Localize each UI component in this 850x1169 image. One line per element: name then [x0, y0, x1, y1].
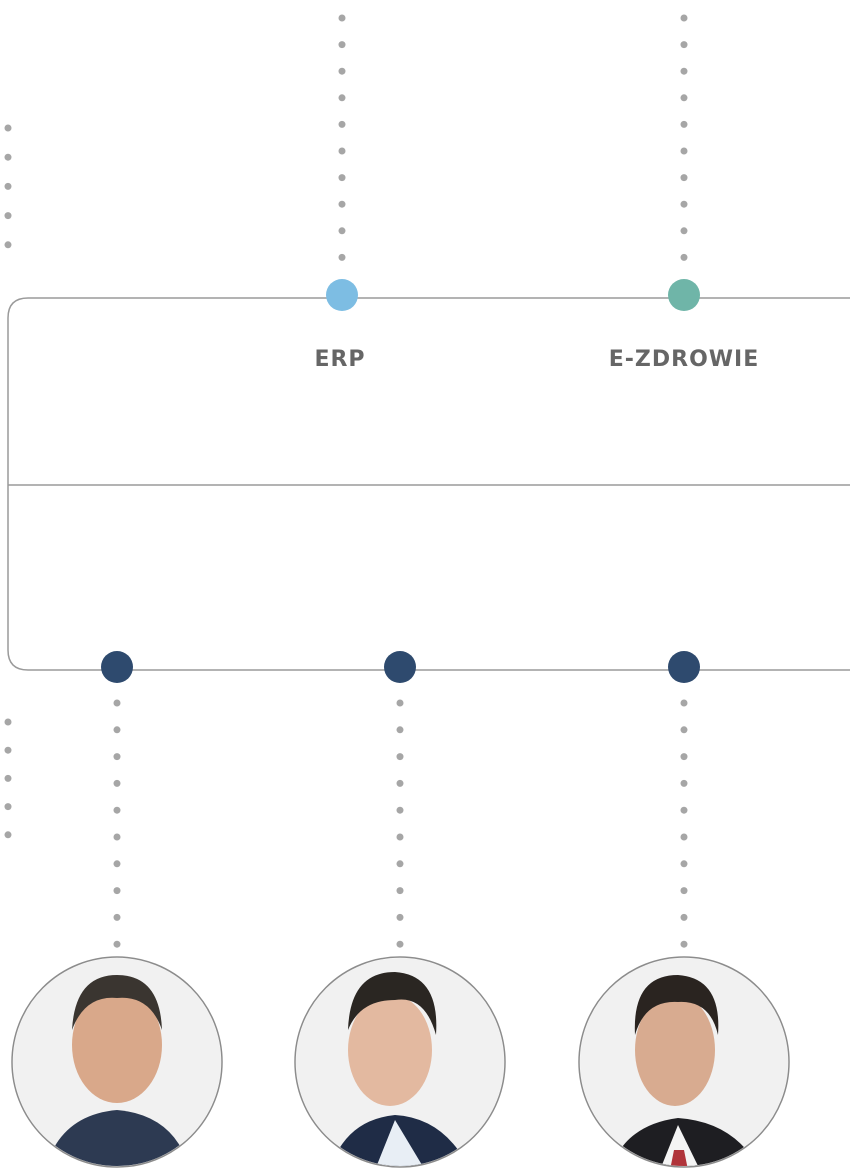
dot: [114, 941, 121, 948]
avatar: [293, 955, 508, 1169]
person-node: [101, 651, 133, 683]
dot: [681, 726, 688, 733]
node-label: E-ZDROWIE: [609, 347, 760, 372]
dot: [339, 148, 346, 155]
dot: [339, 94, 346, 101]
dot: [5, 154, 12, 161]
page: {"nodes": [{"label": "ERP"}, {"label": "…: [0, 0, 850, 1169]
dotted-lines: [5, 15, 688, 948]
dot: [339, 68, 346, 75]
diagram: ERP E-ZDROWIE: [0, 0, 850, 1169]
dot: [5, 831, 12, 838]
person-node: [384, 651, 416, 683]
dot: [681, 753, 688, 760]
dot: [397, 753, 404, 760]
dot: [114, 726, 121, 733]
dot: [681, 860, 688, 867]
dot: [681, 121, 688, 128]
dot: [339, 41, 346, 48]
dot: [5, 719, 12, 726]
dot: [397, 807, 404, 814]
dot: [681, 780, 688, 787]
dot: [339, 15, 346, 22]
dot: [114, 914, 121, 921]
dot: [114, 887, 121, 894]
dot: [681, 941, 688, 948]
dot: [339, 174, 346, 181]
dot: [5, 241, 12, 248]
dot: [681, 834, 688, 841]
dot: [397, 914, 404, 921]
dot: [397, 780, 404, 787]
dot: [397, 834, 404, 841]
dot: [681, 254, 688, 261]
dot: [681, 227, 688, 234]
dot: [5, 803, 12, 810]
dot: [114, 700, 121, 707]
dot: [339, 121, 346, 128]
dot: [5, 775, 12, 782]
node-erp: [326, 279, 358, 311]
dot: [114, 834, 121, 841]
avatar: [10, 955, 225, 1169]
dot: [681, 41, 688, 48]
dot: [114, 860, 121, 867]
person-node: [668, 651, 700, 683]
dot: [339, 227, 346, 234]
node-label: ERP: [314, 347, 365, 372]
dot: [5, 183, 12, 190]
dot: [5, 212, 12, 219]
avatar: [577, 955, 792, 1169]
dot: [681, 914, 688, 921]
dot: [397, 887, 404, 894]
dot: [681, 174, 688, 181]
dot: [114, 753, 121, 760]
dot: [397, 860, 404, 867]
node-e-zdrowie: [668, 279, 700, 311]
dot: [339, 254, 346, 261]
dot: [681, 94, 688, 101]
dot: [114, 780, 121, 787]
dot: [681, 887, 688, 894]
dot: [114, 807, 121, 814]
dot: [681, 700, 688, 707]
dot: [681, 15, 688, 22]
dot: [397, 700, 404, 707]
dot: [339, 201, 346, 208]
dot: [681, 201, 688, 208]
dot: [681, 807, 688, 814]
dot: [397, 941, 404, 948]
dot: [5, 747, 12, 754]
dot: [681, 148, 688, 155]
dot: [681, 68, 688, 75]
dot: [5, 125, 12, 132]
dot: [397, 726, 404, 733]
